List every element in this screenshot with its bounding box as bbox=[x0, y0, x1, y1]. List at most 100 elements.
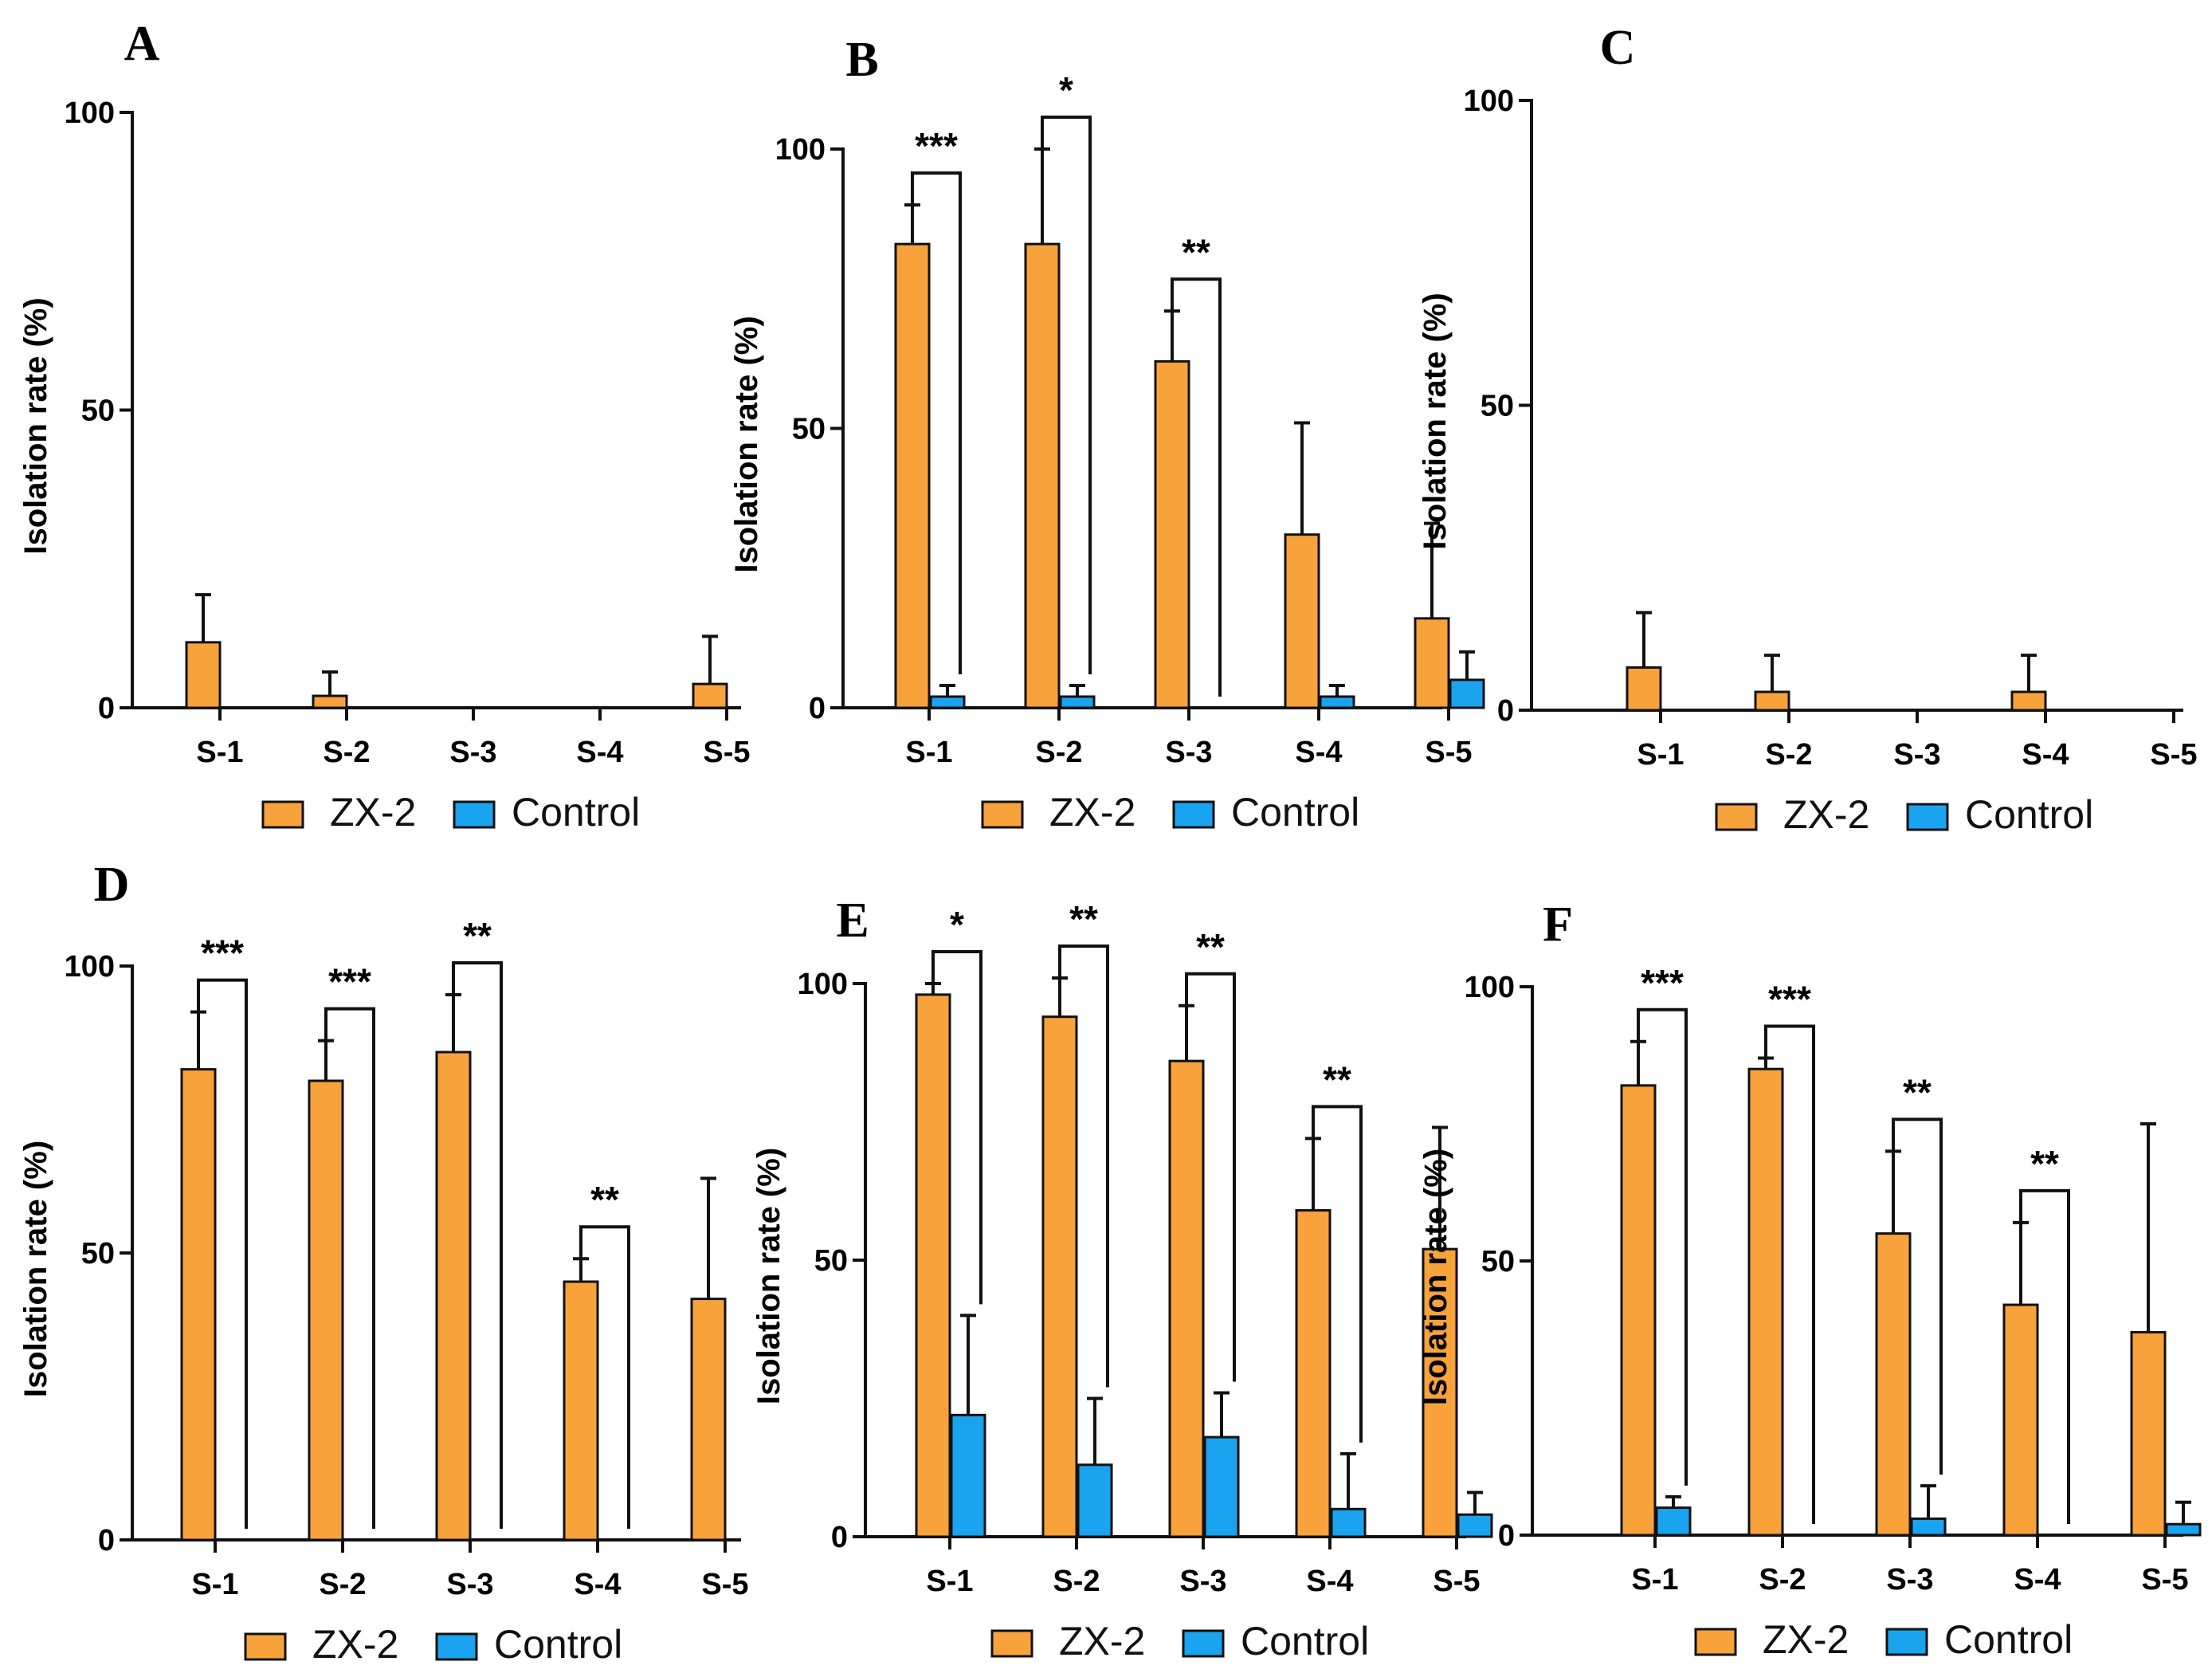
bar-control-s-4 bbox=[1330, 1507, 1367, 1538]
y-tick-label: 0 bbox=[1498, 1519, 1515, 1553]
bar-zx2-s-4 bbox=[2002, 1303, 2039, 1537]
x-tick-label: S-1 bbox=[196, 736, 243, 769]
x-tick-label: S-2 bbox=[323, 736, 370, 769]
panel-letter-b: B bbox=[845, 33, 878, 87]
y-axis-title: Isolation rate (%) bbox=[729, 316, 764, 572]
bar-control-s-4 bbox=[1319, 695, 1355, 709]
legend-label-zx2: ZX-2 bbox=[330, 790, 416, 835]
x-tick-label: S-5 bbox=[1425, 736, 1472, 769]
x-tick-label: S-5 bbox=[2141, 1563, 2188, 1596]
x-tick-label: S-1 bbox=[191, 1568, 238, 1601]
x-tick-label: S-1 bbox=[905, 736, 952, 769]
panel-a: A 0 50 100 Isolation rate (%) S-1 S-2 S-3 S-4 S-5… bbox=[18, 17, 751, 835]
bar-zx2-s-3 bbox=[1168, 1059, 1205, 1538]
significance-bracket-s-1 bbox=[197, 978, 248, 1529]
bar-zx2-s-2 bbox=[1041, 1015, 1078, 1538]
x-tick-label: S-2 bbox=[1759, 1563, 1806, 1596]
significance-bracket-s-4 bbox=[2019, 1188, 2070, 1524]
significance-label-s-3: ** bbox=[463, 915, 492, 956]
y-tick-label: 100 bbox=[775, 133, 826, 167]
legend-swatch-control bbox=[1906, 803, 1949, 831]
significance-label-s-3: ** bbox=[1903, 1071, 1932, 1113]
bar-zx2-s-4 bbox=[563, 1280, 599, 1542]
bar-control-s-5 bbox=[2165, 1522, 2202, 1537]
panel-letter-e: E bbox=[836, 893, 869, 948]
bar-zx2-s-4 bbox=[2010, 690, 2047, 712]
legend-label-control: Control bbox=[512, 790, 640, 835]
significance-label-s-1: * bbox=[950, 904, 964, 945]
legend-label-control: Control bbox=[1241, 1619, 1369, 1663]
bar-zx2-s-5 bbox=[690, 1298, 727, 1542]
significance-label-s-3: ** bbox=[1182, 231, 1210, 273]
y-tick-label: 0 bbox=[831, 1521, 848, 1554]
significance-label-s-2: * bbox=[1059, 69, 1073, 111]
legend-label-zx2: ZX-2 bbox=[1783, 792, 1869, 837]
legend-swatch-control bbox=[1885, 1628, 1928, 1656]
legend-swatch-zx2 bbox=[1694, 1628, 1737, 1656]
legend-swatch-zx2 bbox=[244, 1632, 287, 1661]
bar-zx2-s-1 bbox=[1626, 666, 1662, 712]
bar-zx2-s-3 bbox=[435, 1051, 472, 1542]
significance-label-s-2: *** bbox=[328, 961, 371, 1003]
bar-zx2-s-2 bbox=[312, 694, 348, 709]
x-tick-label: S-5 bbox=[2150, 738, 2197, 772]
legend: ZX-2 Control bbox=[1715, 792, 2093, 837]
bar-zx2-s-1 bbox=[180, 1068, 217, 1542]
significance-label-s-2: *** bbox=[1768, 978, 1811, 1019]
bar-control-s-5 bbox=[1457, 1513, 1493, 1538]
significance-bracket-s-1 bbox=[931, 950, 982, 1305]
bar-zx2-s-2 bbox=[1754, 690, 1790, 712]
legend: ZX-2 Control bbox=[1694, 1617, 2073, 1662]
panel-e: E 0 50 100 Isolation rate (%) S-1 S-2 S-3 S-4 S-5… bbox=[751, 893, 1493, 1663]
y-axis-title: Isolation rate (%) bbox=[751, 1148, 786, 1404]
panel-f: F 0 50 100 Isolation rate (%) S-1 S-2 S-3 S-4 S-5… bbox=[1418, 897, 2202, 1662]
legend-swatch-control bbox=[453, 800, 496, 829]
panel-c: C 0 50 100 Isolation rate (%) S-1 S-2 S-3 S-4 S-5… bbox=[1418, 21, 2198, 837]
x-tick-label: S-2 bbox=[1053, 1565, 1100, 1598]
bar-control-s-1 bbox=[929, 695, 966, 709]
legend-swatch-control bbox=[435, 1632, 478, 1661]
x-tick-label: S-4 bbox=[2022, 738, 2069, 772]
y-tick-label: 50 bbox=[81, 1237, 115, 1271]
significance-label-s-3: ** bbox=[1196, 926, 1225, 968]
significance-bracket-s-3 bbox=[1892, 1117, 1943, 1475]
legend-label-zx2: ZX-2 bbox=[312, 1622, 398, 1667]
x-tick-label: S-3 bbox=[1886, 1563, 1933, 1596]
bar-control-s-2 bbox=[1059, 695, 1096, 709]
significance-bracket-s-2 bbox=[1764, 1024, 1815, 1524]
bar-zx2-s-1 bbox=[185, 641, 222, 709]
bar-zx2-s-4 bbox=[1284, 533, 1320, 709]
significance-bracket-s-4 bbox=[579, 1225, 630, 1529]
significance-bracket-s-1 bbox=[911, 171, 962, 674]
panel-letter-c: C bbox=[1600, 21, 1636, 75]
y-tick-label: 100 bbox=[65, 96, 115, 130]
y-tick-label: 50 bbox=[814, 1244, 848, 1278]
bar-zx2-s-1 bbox=[1620, 1084, 1657, 1537]
significance-bracket-s-3 bbox=[452, 961, 503, 1529]
significance-label-s-4: ** bbox=[1323, 1058, 1351, 1100]
panel-b: B 0 50 100 Isolation rate (%) S-1 S-2 S-3 S-4 S-5… bbox=[729, 33, 1485, 835]
x-tick-label: S-3 bbox=[1165, 736, 1212, 769]
x-tick-label: S-4 bbox=[574, 1568, 621, 1601]
significance-bracket-s-1 bbox=[1637, 1007, 1688, 1486]
legend-swatch-control bbox=[1182, 1629, 1225, 1658]
x-tick-label: S-4 bbox=[576, 736, 623, 769]
legend-swatch-zx2 bbox=[261, 800, 304, 829]
bar-control-s-3 bbox=[1203, 1435, 1240, 1538]
bar-zx2-s-3 bbox=[1154, 359, 1190, 709]
legend: ZX-2 Control bbox=[244, 1622, 622, 1667]
x-tick-label: S-4 bbox=[1306, 1565, 1353, 1598]
legend: ZX-2 Control bbox=[990, 1619, 1369, 1663]
significance-label-s-4: ** bbox=[590, 1179, 619, 1220]
bar-control-s-3 bbox=[1910, 1517, 1947, 1537]
bar-zx2-s-5 bbox=[1414, 617, 1450, 709]
x-tick-label: S-2 bbox=[1035, 736, 1082, 769]
significance-label-s-2: ** bbox=[1069, 898, 1098, 940]
significance-bracket-s-2 bbox=[1041, 116, 1092, 674]
y-tick-label: 0 bbox=[98, 1524, 115, 1557]
bar-zx2-s-5 bbox=[2130, 1330, 2167, 1537]
legend-label-zx2: ZX-2 bbox=[1049, 790, 1135, 835]
significance-bracket-s-3 bbox=[1171, 277, 1222, 697]
bar-zx2-s-1 bbox=[915, 993, 951, 1538]
legend-label-zx2: ZX-2 bbox=[1059, 1619, 1145, 1663]
